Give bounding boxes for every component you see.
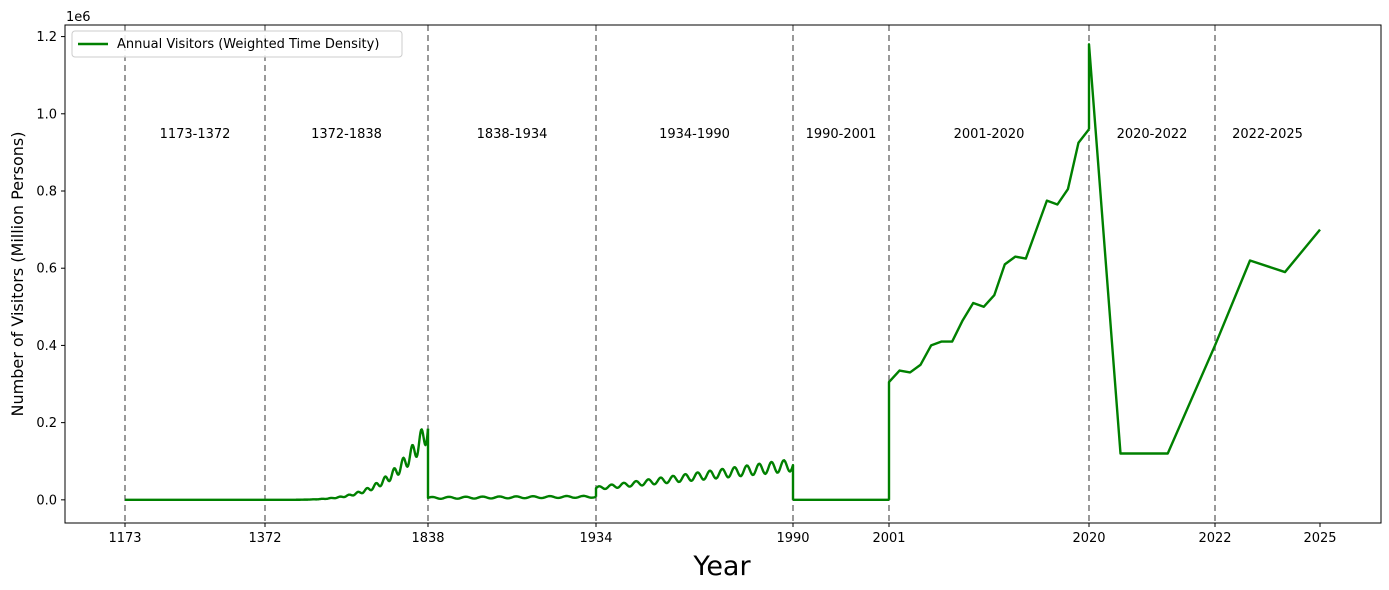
- x-tick-label: 2025: [1303, 531, 1336, 546]
- era-label: 2020-2022: [1117, 127, 1188, 142]
- x-tick-label: 2022: [1198, 531, 1231, 546]
- x-tick-label: 1838: [411, 531, 444, 546]
- era-labels: 1173-1372 1372-1838 1838-1934 1934-1990 1990…: [160, 127, 1303, 142]
- legend-box: [71, 30, 403, 58]
- x-tick-label: 2001: [872, 531, 905, 546]
- series-line-1934-1990: [594, 459, 795, 500]
- era-label: 1838-1934: [477, 127, 548, 142]
- era-boundaries: [124, 25, 1216, 523]
- era-label: 1934-1990: [659, 127, 730, 142]
- x-axis-ticks: 1173 1372 1838 1934 1990 2001 2020 2022 2025: [108, 523, 1337, 546]
- y-tick-label: 0.6: [36, 262, 57, 277]
- y-tick-label: 0.0: [36, 493, 57, 508]
- axes-frame: [64, 24, 1382, 524]
- legend: Annual Visitors (Weighted Time Density): [71, 30, 403, 58]
- x-tick-label: 1173: [108, 531, 141, 546]
- y-axis-ticks: 0.0 0.2 0.4 0.6 0.8 1.0 1.2: [36, 30, 65, 508]
- x-tick-label: 1990: [776, 531, 809, 546]
- x-tick-label: 1372: [248, 531, 281, 546]
- era-label: 1173-1372: [160, 127, 231, 142]
- y-tick-label: 0.4: [36, 339, 57, 354]
- era-label: 2022-2025: [1232, 127, 1303, 142]
- x-axis-title: Year: [692, 551, 751, 582]
- plot-frame: [64, 24, 1382, 524]
- y-offset-label: 1e6: [66, 10, 91, 25]
- era-label: 2001-2020: [954, 127, 1025, 142]
- series-lines: [125, 43, 1321, 502]
- y-axis-title: Number of Visitors (Million Persons): [8, 132, 27, 417]
- y-tick-label: 1.0: [36, 107, 57, 122]
- y-tick-label: 1.2: [36, 30, 57, 45]
- era-label: 1990-2001: [806, 127, 877, 142]
- era-label: 1372-1838: [311, 127, 382, 142]
- series-line-1838-1934: [426, 428, 597, 500]
- series-line-2022-2025: [1213, 228, 1321, 346]
- x-tick-label: 1934: [579, 531, 612, 546]
- y-tick-label: 0.2: [36, 416, 57, 431]
- y-tick-label: 0.8: [36, 185, 57, 200]
- series-line-1372-1838: [264, 428, 430, 502]
- series-line-2020-2022: [1087, 43, 1217, 455]
- x-tick-label: 2020: [1072, 531, 1105, 546]
- series-line-2001-2020: [887, 128, 1090, 500]
- legend-label: Annual Visitors (Weighted Time Density): [117, 37, 379, 52]
